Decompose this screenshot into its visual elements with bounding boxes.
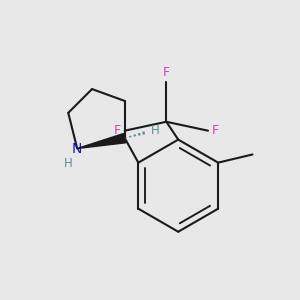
Text: N: N	[72, 142, 83, 155]
Text: H: H	[151, 124, 159, 137]
Polygon shape	[77, 134, 126, 148]
Text: H: H	[64, 157, 73, 170]
Text: F: F	[212, 124, 219, 137]
Text: F: F	[114, 124, 121, 137]
Text: F: F	[163, 66, 170, 79]
